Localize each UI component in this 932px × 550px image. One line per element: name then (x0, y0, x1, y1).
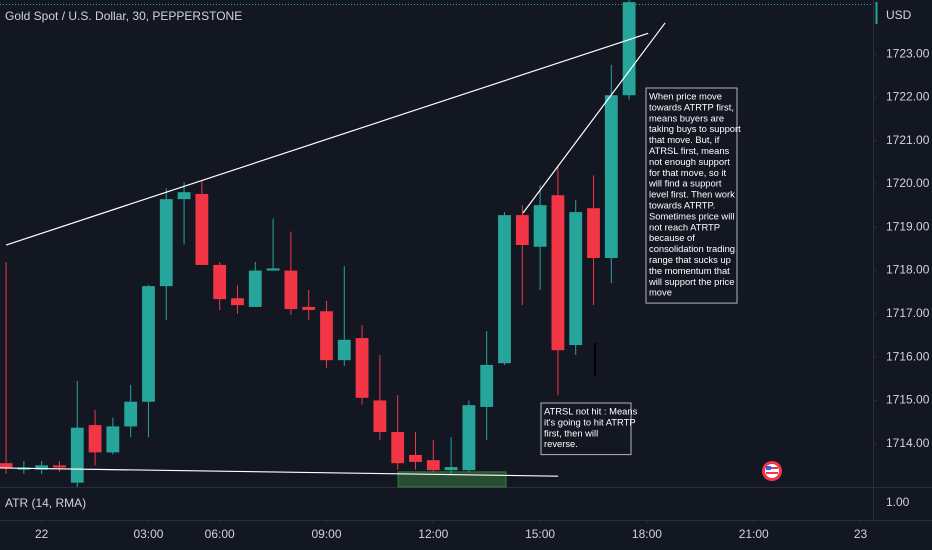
annotation-box (645, 87, 738, 304)
candle-body (551, 195, 565, 351)
candle-body (515, 215, 529, 246)
annotation-text: means buyers are (649, 112, 724, 123)
flag-icon (762, 461, 782, 481)
x-tick-label: 18:00 (632, 527, 662, 541)
indicator-tick-label: 1.00 (886, 495, 910, 509)
y-tick-label: 1721.00 (886, 133, 930, 147)
annotation-text: level first. Then work (649, 189, 735, 200)
y-tick-label: 1716.00 (886, 349, 930, 363)
candle-body (213, 264, 227, 300)
candle-body (142, 286, 155, 402)
candle-body (320, 311, 333, 361)
x-tick-label: 22 (35, 527, 49, 541)
annotation-text: for that move, so it (649, 167, 727, 178)
candle-body (337, 339, 351, 361)
candle-body (498, 215, 511, 364)
candle-body (604, 95, 618, 259)
y-tick-label: 1715.00 (886, 393, 930, 407)
indicator-label: ATR (14, RMA) (5, 496, 86, 510)
candle-body (70, 427, 84, 483)
currency-label: USD (886, 8, 912, 22)
candle-body (355, 338, 369, 398)
candle-body (533, 205, 547, 247)
annotation-text: taking buys to support (649, 123, 741, 134)
flag-stripe (766, 467, 778, 469)
trendline (5, 32, 649, 246)
annotation-text: ATRSL first, means (649, 145, 730, 156)
candle-body (391, 432, 405, 464)
candle-body (106, 426, 120, 453)
annotation-text: consolidation trading (649, 243, 735, 254)
annotation-text: first, then will (544, 427, 598, 438)
candle-body (53, 465, 66, 468)
candle-body (373, 400, 387, 433)
annotation-text: When price move (649, 90, 722, 101)
x-tick-label: 12:00 (418, 527, 448, 541)
x-tick-label: 06:00 (205, 527, 235, 541)
candle-body (159, 199, 173, 287)
annotation-text: not enough support (649, 156, 730, 167)
y-tick-label: 1717.00 (886, 306, 930, 320)
annotation-text: will support the price (648, 276, 734, 287)
annotation-box (540, 402, 632, 456)
zone (397, 471, 507, 488)
x-tick-label: 21:00 (739, 527, 769, 541)
candle-body (124, 401, 138, 427)
candle-body (35, 465, 49, 470)
candle-body (480, 364, 494, 407)
y-tick-label: 1719.00 (886, 219, 930, 233)
candle-body (426, 460, 440, 471)
candle-body (231, 298, 244, 306)
chart-title: Gold Spot / U.S. Dollar, 30, PEPPERSTONE (5, 9, 242, 23)
annotation-text: towards ATRTP first, (649, 101, 734, 112)
candle-body (177, 192, 191, 200)
flag-stripe (766, 472, 778, 474)
x-tick-label: 23 (854, 527, 868, 541)
annotation-text: move (649, 287, 672, 298)
annotation-text: towards ATRTP. (649, 199, 715, 210)
flag-canton (766, 466, 771, 470)
candle-body (266, 268, 280, 271)
annotation-text: the momentum that (649, 265, 730, 276)
annotation-text: will find a support (648, 178, 722, 189)
candle-body (302, 306, 316, 310)
annotation-text: Sometimes price will (649, 210, 734, 221)
candle-body (622, 2, 636, 96)
annotation-text: not reach ATRTP (649, 221, 720, 232)
annotation-text: because of (649, 232, 695, 243)
x-tick-label: 15:00 (525, 527, 555, 541)
y-tick-label: 1720.00 (886, 176, 930, 190)
x-tick-label: 09:00 (311, 527, 341, 541)
candle-body (195, 193, 209, 265)
annotation-text: that move. But, if (649, 134, 720, 145)
y-tick-label: 1722.00 (886, 90, 930, 104)
annotation-text: ATRSL not hit : Means (544, 405, 638, 416)
candle-body (284, 270, 298, 310)
candle-body (587, 208, 600, 259)
candle-body (0, 463, 13, 468)
annotation-text: it's going to hit ATRTP (544, 416, 636, 427)
x-tick-label: 03:00 (133, 527, 163, 541)
candle-body (409, 454, 422, 462)
candle-body (569, 212, 583, 346)
annotation-text: range that sucks up (649, 254, 731, 265)
trendline (522, 22, 666, 214)
y-tick-label: 1714.00 (886, 436, 930, 450)
y-tick-label: 1718.00 (886, 263, 930, 277)
candle-body (248, 270, 262, 307)
candle-body (462, 405, 476, 471)
trendline (0, 467, 559, 477)
candle-body (444, 467, 458, 471)
candle-body (88, 425, 102, 453)
y-tick-label: 1723.00 (886, 46, 930, 60)
annotation-text: reverse. (544, 438, 578, 449)
